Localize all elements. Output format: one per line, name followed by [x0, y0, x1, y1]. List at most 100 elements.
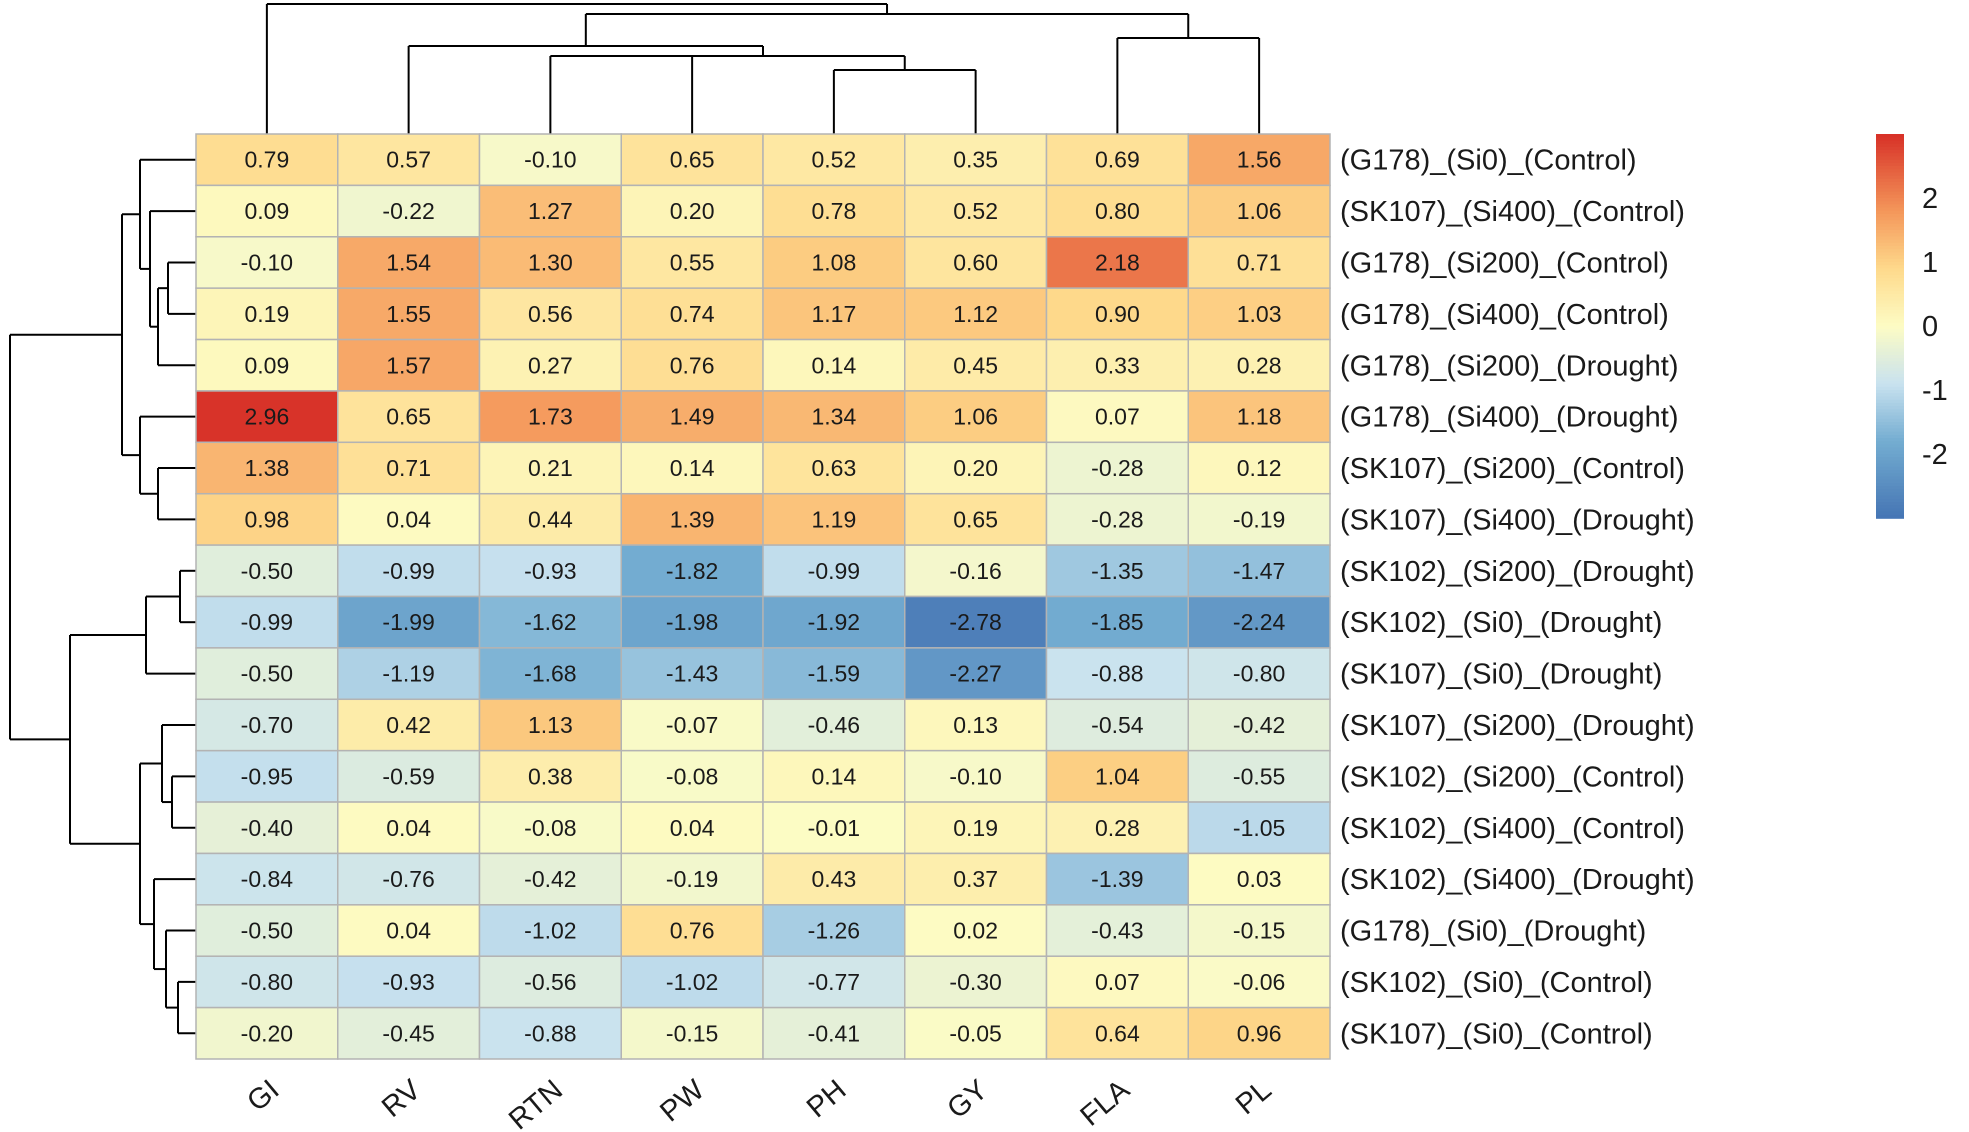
legend-color-step	[1876, 214, 1904, 218]
legend-color-step	[1876, 514, 1904, 519]
legend-tick-label: 2	[1922, 183, 1938, 215]
cell-value-label: 0.04	[386, 506, 431, 532]
legend-color-step	[1876, 210, 1904, 215]
cell-value-label: -0.54	[1091, 712, 1144, 738]
cell-value-label: 1.56	[1237, 147, 1282, 173]
cell-value-label: 0.44	[528, 506, 573, 532]
legend-color-step	[1876, 159, 1904, 164]
legend-color-step	[1876, 175, 1904, 180]
heatmap-cell	[904, 133, 1048, 187]
row-label: (SK107)_(Si200)_(Drought)	[1340, 710, 1695, 742]
cell-value-label: 0.45	[953, 352, 998, 378]
row-label: (G178)_(Si200)_(Drought)	[1340, 350, 1678, 382]
legend-color-step	[1876, 364, 1904, 369]
heatmap-cell	[1187, 133, 1331, 187]
cell-value-label: 1.17	[811, 301, 856, 327]
cell-value-label: 0.43	[811, 866, 856, 892]
legend-color-step	[1876, 198, 1904, 202]
legend-color-step	[1876, 447, 1904, 452]
legend-color-step	[1876, 153, 1904, 158]
heatmap-cell	[195, 749, 339, 803]
legend-color-step	[1876, 220, 1904, 225]
legend-color-step	[1876, 271, 1904, 276]
cell-value-label: -0.84	[241, 866, 294, 892]
cell-value-label: -2.78	[949, 609, 1001, 635]
cell-value-label: -1.68	[524, 661, 576, 687]
row-label: (SK107)_(Si400)_(Control)	[1340, 196, 1685, 228]
legend-color-step	[1876, 258, 1904, 263]
cell-value-label: 2.96	[244, 404, 289, 430]
legend-color-step	[1876, 185, 1904, 190]
cell-value-label: 1.49	[670, 404, 715, 430]
cell-value-label: -1.02	[666, 969, 718, 995]
cell-value-label: -2.24	[1233, 609, 1286, 635]
cell-value-label: -0.19	[666, 866, 718, 892]
heatmap-cell	[195, 595, 339, 649]
cell-value-label: -0.45	[382, 1020, 434, 1046]
cell-value-label: 0.04	[386, 815, 431, 841]
column-label: PW	[654, 1073, 711, 1128]
heatmap-cell	[337, 955, 481, 1009]
cell-value-label: 0.13	[953, 712, 998, 738]
heatmap-cell	[1187, 904, 1331, 957]
cell-value-label: -1.82	[666, 558, 718, 584]
legend-color-step	[1876, 226, 1904, 231]
cell-value-label: 0.71	[386, 455, 431, 481]
heatmap-cell	[478, 698, 622, 752]
legend-color-step	[1876, 207, 1904, 212]
heatmap-cell	[904, 390, 1048, 444]
legend-color-step	[1876, 284, 1904, 289]
heatmap-cell	[1187, 955, 1331, 1009]
heatmap-cell	[620, 1006, 764, 1060]
cell-value-label: -0.19	[1233, 506, 1285, 532]
heatmap-cell	[478, 287, 622, 341]
cell-value-label: 2.18	[1095, 249, 1140, 275]
cell-value-label: -0.16	[949, 558, 1001, 584]
heatmap-cell	[620, 749, 764, 803]
cell-value-label: 0.14	[670, 455, 715, 481]
legend-color-step	[1876, 473, 1904, 478]
cell-value-label: 0.14	[811, 352, 856, 378]
cell-value-label: -0.50	[241, 558, 293, 584]
cell-value-label: -0.05	[949, 1020, 1001, 1046]
legend-color-step	[1876, 297, 1904, 302]
cell-value-label: 1.73	[528, 404, 573, 430]
legend-color-step	[1876, 169, 1904, 174]
cell-value-label: -0.10	[949, 763, 1001, 789]
heatmap-cell	[1187, 749, 1331, 803]
cell-value-label: -0.70	[241, 712, 293, 738]
legend-color-step	[1876, 505, 1904, 510]
column-label: GI	[241, 1074, 285, 1118]
legend-tick-label: 0	[1922, 311, 1938, 343]
cell-value-label: 0.20	[670, 198, 715, 224]
heatmap-cell	[904, 595, 1048, 649]
heatmap-cell	[1187, 390, 1331, 444]
cell-value-label: -0.15	[666, 1020, 718, 1046]
cell-value-label: -0.42	[1233, 712, 1285, 738]
cell-value-label: 1.08	[811, 249, 856, 275]
legend-color-step	[1876, 150, 1904, 154]
heatmap-cell	[195, 287, 339, 341]
legend-color-step	[1876, 338, 1904, 343]
cell-value-label: 0.35	[953, 147, 998, 173]
legend-color-step	[1876, 377, 1904, 382]
cell-value-label: 0.65	[670, 147, 715, 173]
column-label: GY	[941, 1074, 994, 1125]
legend-color-step	[1876, 409, 1904, 414]
legend-tick-label: -1	[1922, 375, 1948, 407]
cell-value-label: 1.13	[528, 712, 573, 738]
cell-value-label: -0.99	[382, 558, 434, 584]
heatmap-cell	[337, 801, 481, 855]
cell-value-label: -0.30	[949, 969, 1001, 995]
cell-value-label: -0.50	[241, 661, 293, 687]
legend-color-step	[1876, 134, 1904, 138]
cell-value-label: -1.19	[382, 661, 434, 687]
row-dendrogram	[9, 158, 196, 1035]
heatmap-cell	[904, 955, 1048, 1009]
heatmap-cell	[1187, 338, 1331, 392]
heatmap-cell	[762, 544, 906, 598]
heatmap-cell	[620, 492, 764, 546]
cell-value-label: 0.56	[528, 301, 573, 327]
cell-value-label: 0.76	[670, 918, 715, 944]
legend-color-step	[1876, 422, 1904, 426]
